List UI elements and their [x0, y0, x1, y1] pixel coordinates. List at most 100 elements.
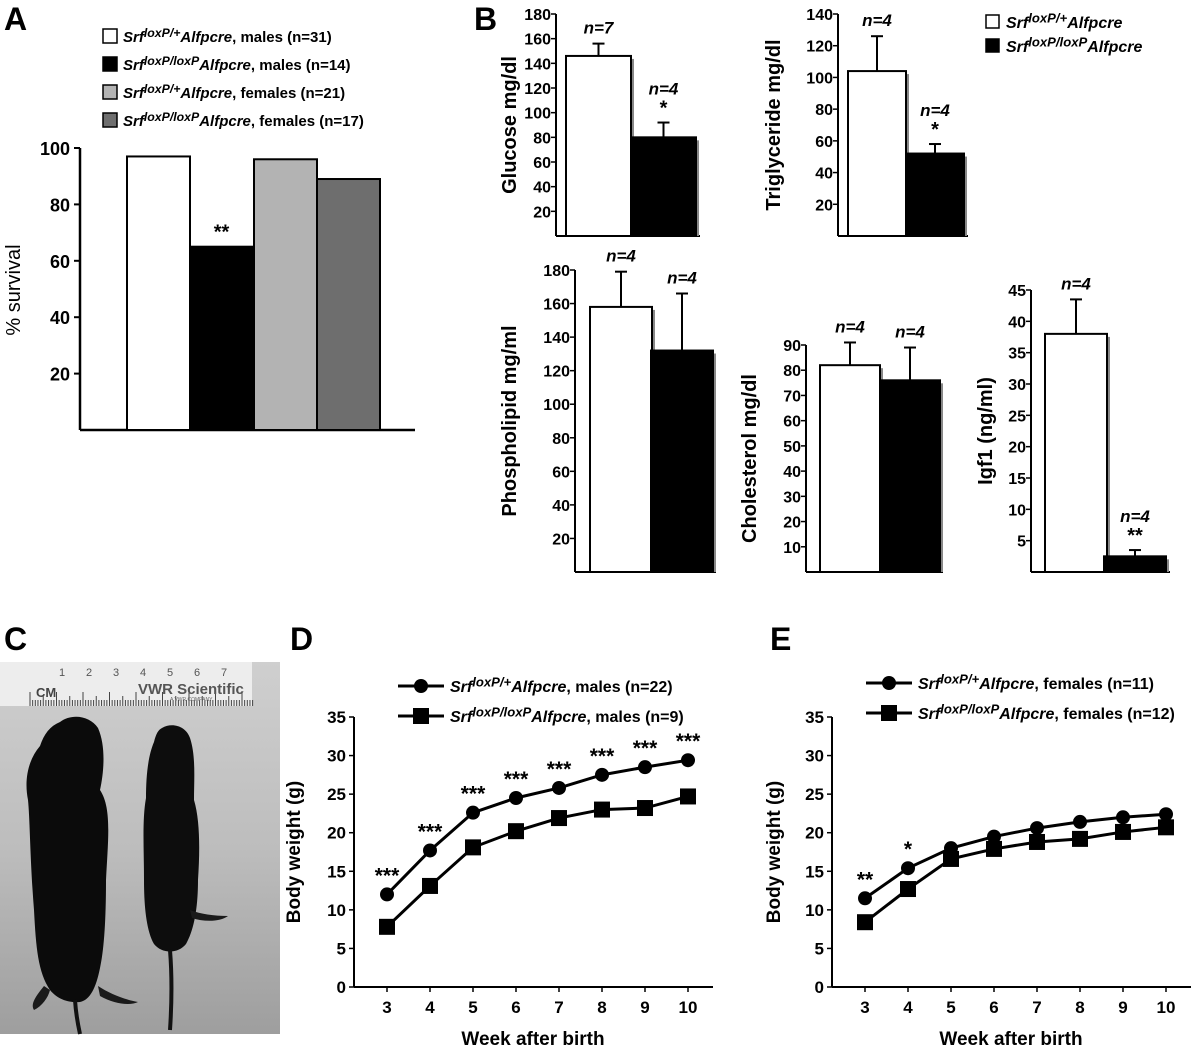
ruler-subtitle: A VWR COMPANY: [170, 697, 213, 703]
data-point-square: [637, 800, 653, 817]
legend-label: SrfloxP/loxPAlfpcre, females (n=12): [918, 701, 1175, 723]
data-point-circle: [595, 767, 609, 782]
sample-size-label: n=4: [606, 247, 636, 266]
ruler: [0, 662, 252, 706]
data-point-circle: [858, 891, 872, 906]
x-tick-label: 8: [1075, 998, 1084, 1017]
data-point-square: [986, 840, 1002, 857]
ruler-unit: CM: [36, 685, 56, 700]
legend-swatch: [102, 28, 118, 44]
y-tick-label: 180: [543, 263, 570, 280]
panel-label-c: C: [4, 621, 27, 657]
sample-size-label: n=4: [920, 101, 950, 120]
bar: [879, 379, 941, 573]
bar: [253, 158, 318, 431]
small-mouse-foot: [190, 910, 228, 921]
data-point-square: [1072, 830, 1088, 847]
bar: [905, 152, 965, 238]
sample-size-label: n=4: [1120, 507, 1150, 526]
y-tick-label: 40: [815, 166, 833, 183]
ruler-number: 7: [221, 667, 227, 679]
legend-marker-square: [881, 705, 897, 721]
ruler-number: 5: [167, 667, 173, 679]
y-tick-label: 25: [1008, 408, 1026, 425]
y-tick-label: 180: [524, 7, 551, 24]
legend-swatch: [102, 56, 118, 72]
data-point-square: [1115, 823, 1131, 840]
data-point-circle: [901, 861, 915, 876]
data-point-square: [943, 850, 959, 867]
bar: [126, 155, 191, 432]
legend-label: SrfloxP/loxPAlfpcre, females (n=17): [123, 110, 364, 130]
ruler-number: 3: [113, 667, 119, 679]
y-tick-label: 10: [327, 901, 346, 920]
y-tick-label: 40: [533, 180, 551, 197]
bar: [316, 178, 381, 431]
sample-size-label: n=4: [667, 268, 697, 287]
x-tick-label: 7: [554, 998, 563, 1017]
y-tick-label: 160: [543, 297, 570, 314]
y-tick-label: 60: [783, 414, 801, 431]
y-tick-label: 10: [1008, 502, 1026, 519]
y-tick-label: 20: [552, 531, 570, 548]
legend-label: SrfloxP/+Alfpcre, females (n=11): [918, 671, 1154, 693]
y-tick-label: 80: [552, 431, 570, 448]
significance-label: ***: [547, 758, 572, 781]
y-tick-label: 35: [327, 708, 346, 727]
legend-label: SrfloxP/loxPAlfpcre, males (n=9): [450, 704, 684, 726]
y-tick-label: 15: [805, 862, 824, 881]
legend-marker-circle: [414, 679, 428, 693]
y-tick-label: 35: [805, 708, 824, 727]
y-tick-label: 140: [806, 7, 833, 24]
phospholipid-bar-chart: 20 40 60 80 100 120 140 160 180 Phospholipid mg/m…: [499, 247, 716, 573]
sample-size-label: n=4: [1061, 274, 1091, 293]
data-point-circle: [681, 753, 695, 768]
y-tick-label: 60: [815, 134, 833, 151]
data-point-square: [508, 823, 524, 840]
data-point-square: [1158, 819, 1174, 836]
legend-label: SrfloxP/loxPAlfpcre: [1006, 34, 1142, 56]
ruler-number: 1: [59, 667, 65, 679]
data-point-circle: [380, 887, 394, 902]
data-point-circle: [1073, 814, 1087, 829]
legend-label: SrfloxP/loxPAlfpcre, males (n=14): [123, 54, 351, 74]
y-tick-label: 80: [533, 130, 551, 147]
y-axis-label: Cholesterol mg/dl: [739, 374, 761, 543]
data-point-square: [551, 810, 567, 827]
y-tick-label: 80: [50, 195, 70, 215]
significance-label: ***: [676, 730, 701, 753]
y-tick-label: 60: [50, 252, 70, 272]
x-tick-label: 9: [1118, 998, 1127, 1017]
small-mouse-tail: [168, 949, 174, 1031]
y-tick-label: 40: [1008, 314, 1026, 331]
legend-label: SrfloxP/+Alfpcre, males (n=31): [123, 26, 332, 46]
y-tick-label: 25: [805, 785, 824, 804]
y-tick-label: 0: [337, 978, 346, 997]
series-line: [864, 812, 1167, 900]
x-tick-label: 10: [1157, 998, 1176, 1017]
ruler-number: 4: [140, 667, 146, 679]
y-axis-label: Body weight (g): [284, 781, 305, 923]
sample-size-label: n=4: [895, 323, 925, 342]
significance-label: ***: [590, 745, 615, 768]
data-point-square: [379, 918, 395, 935]
y-tick-label: 10: [783, 540, 801, 557]
y-tick-label: 30: [783, 489, 801, 506]
x-tick-label: 6: [989, 998, 998, 1017]
data-point-circle: [423, 843, 437, 858]
y-tick-label: 140: [543, 330, 570, 347]
legend-label: SrfloxP/+Alfpcre, males (n=22): [450, 674, 673, 696]
panel-label-b: B: [474, 1, 497, 37]
cholesterol-bar-chart: 10 20 30 40 50 60 70 80 90 Cholesterol mg/dl n=4 n=…: [739, 317, 943, 573]
y-tick-label: 20: [805, 824, 824, 843]
panel-label-e: E: [770, 621, 791, 657]
x-axis-label: Week after birth: [939, 1029, 1082, 1050]
panel-label-d: D: [290, 621, 313, 657]
y-tick-label: 0: [815, 978, 824, 997]
y-tick-label: 30: [327, 747, 346, 766]
x-tick-label: 6: [511, 998, 520, 1017]
legend-label: SrfloxP/+Alfpcre: [1006, 10, 1122, 32]
series-line: [385, 758, 689, 896]
y-tick-label: 40: [552, 498, 570, 515]
